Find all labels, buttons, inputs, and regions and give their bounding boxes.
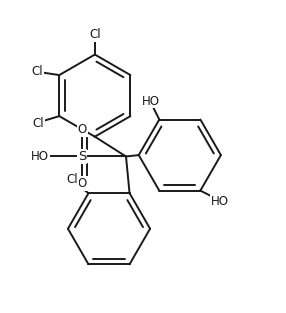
Text: Cl: Cl xyxy=(32,65,43,78)
Text: O: O xyxy=(78,123,87,136)
Text: S: S xyxy=(78,150,86,163)
Text: HO: HO xyxy=(31,150,49,163)
Text: O: O xyxy=(78,177,87,190)
Text: Cl: Cl xyxy=(89,28,101,42)
Text: Cl: Cl xyxy=(67,173,78,186)
Text: HO: HO xyxy=(211,195,229,208)
Text: HO: HO xyxy=(142,95,160,108)
Text: Cl: Cl xyxy=(32,117,44,130)
